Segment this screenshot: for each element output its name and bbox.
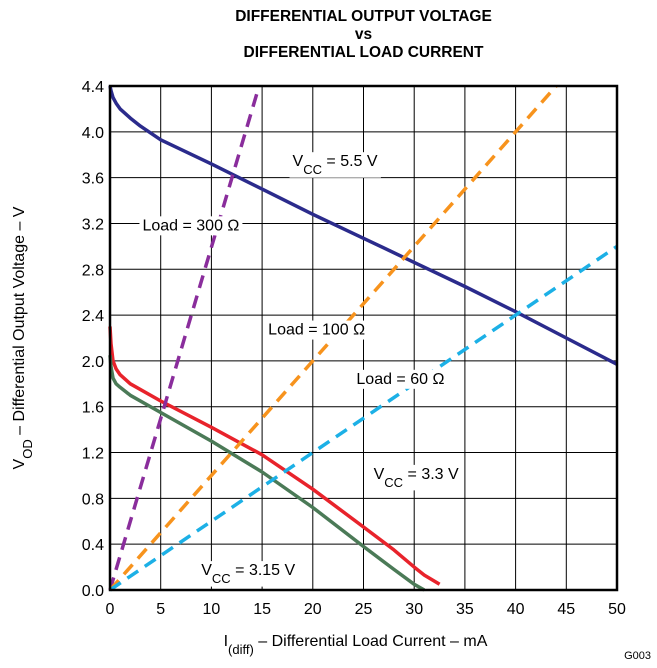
y-tick-label: 0.4 [82, 537, 104, 554]
y-tick-label: 2.8 [82, 262, 104, 279]
y-tick-label: 1.2 [82, 446, 104, 463]
y-tick-label: 3.2 [82, 216, 104, 233]
series-annotation: Load = 300 Ω [142, 217, 239, 234]
y-tick-label: 3.6 [82, 171, 104, 188]
series-line-load-60 [109, 244, 618, 592]
annotation-background [353, 369, 448, 389]
series-line-load-300 [108, 85, 261, 591]
annotation-background [289, 152, 381, 178]
y-tick-label: 0.8 [82, 491, 104, 508]
x-tick-label: 35 [456, 601, 474, 618]
y-tick-label: 2.0 [82, 354, 104, 371]
y-tick-label: 2.4 [82, 308, 104, 325]
x-tick-label: 30 [405, 601, 423, 618]
x-axis-label: I(diff) – Differential Load Current – mA [224, 633, 488, 657]
annotation-background [139, 216, 243, 236]
series-annotation: VCC = 3.3 V [374, 466, 459, 490]
y-tick-label: 0.0 [82, 583, 104, 600]
series-line-vcc-5-5-v [108, 85, 618, 366]
tick-labels: 0 5 10 15 20 25 30 35 40 45 50 0.0 0.4 0.8 1.2 1.6 2.0 2.… [82, 79, 626, 618]
x-tick-label: 45 [557, 601, 575, 618]
x-tick-label: 20 [304, 601, 322, 618]
series-annotation: Load = 60 Ω [356, 371, 444, 388]
annotation-background [265, 320, 369, 340]
x-tick-label: 50 [608, 601, 626, 618]
chart-title-line-2: vs [354, 26, 373, 43]
annotation-background [370, 464, 463, 491]
chart-title-line-1: DIFFERENTIAL OUTPUT VOLTAGE [235, 8, 492, 25]
y-tick-label: 4.0 [82, 125, 104, 142]
x-tick-label: 10 [203, 601, 221, 618]
plot-frame [108, 84, 619, 592]
x-tick-label: 25 [355, 601, 373, 618]
annotation-background [198, 561, 299, 587]
series-annotation: Load = 100 Ω [268, 322, 365, 339]
x-tick-label: 0 [106, 601, 115, 618]
series-annotation: VCC = 3.15 V [201, 562, 295, 586]
annotations: VCC = 5.5 V Load = 300 Ω Load = 100 Ω Load … [139, 152, 463, 587]
series-annotation: VCC = 5.5 V [293, 153, 378, 177]
chart-title-line-3: DIFFERENTIAL LOAD CURRENT [243, 44, 484, 61]
x-tick-label: 15 [253, 601, 271, 618]
y-tick-label: 4.4 [82, 79, 104, 96]
x-tick-label: 5 [156, 601, 165, 618]
x-tick-label: 40 [507, 601, 525, 618]
y-tick-label: 1.6 [82, 400, 104, 417]
figure-id: G003 [624, 650, 651, 662]
series-line-vcc-3-15-v [108, 355, 426, 592]
series-line-vcc-3-3-v [108, 326, 441, 586]
y-axis-label: VOD – Differential Output Voltage – V [11, 206, 35, 469]
